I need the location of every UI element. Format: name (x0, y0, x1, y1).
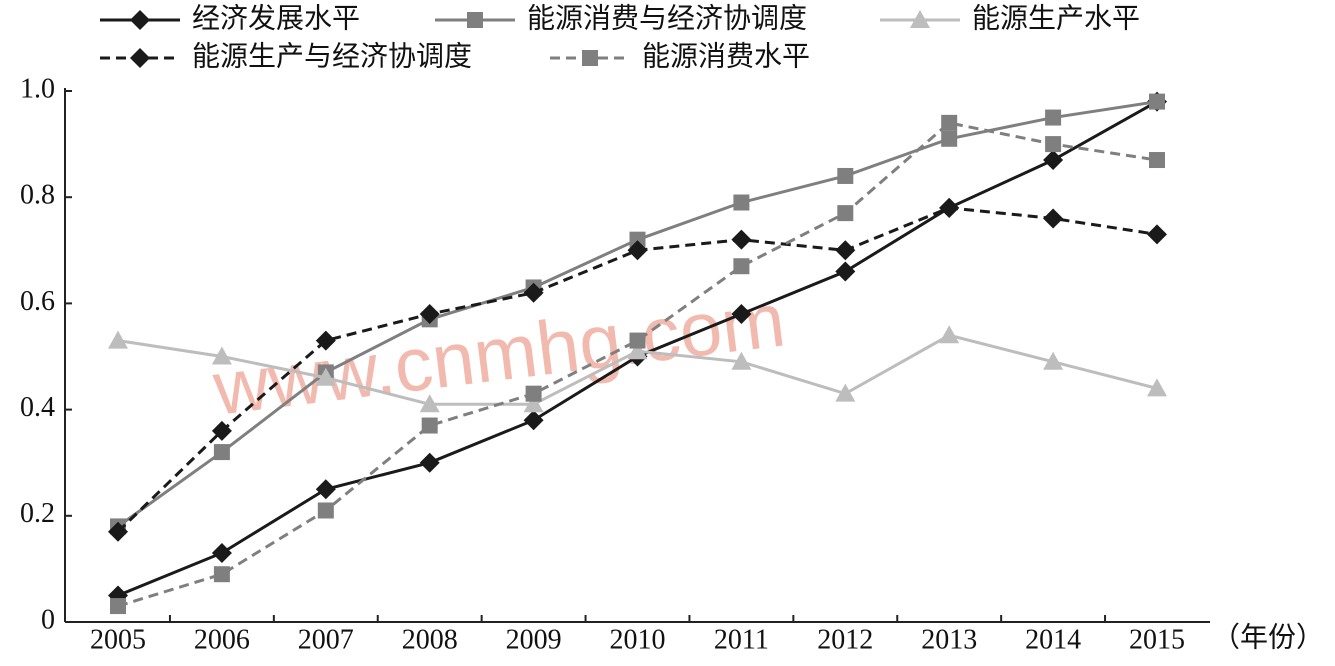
diamond-marker (627, 240, 648, 261)
square-marker (733, 258, 750, 275)
legend-marker (130, 48, 150, 68)
legend-marker (467, 12, 483, 28)
y-tick-label: 0 (41, 604, 55, 635)
diamond-marker (731, 229, 752, 250)
x-tick-label: 2005 (90, 624, 146, 655)
square-marker (525, 385, 542, 402)
diamond-marker (1043, 150, 1064, 171)
y-tick-label: 1.0 (20, 73, 55, 104)
y-tick-label: 0.4 (20, 392, 55, 423)
square-marker (941, 130, 958, 147)
diamond-marker (419, 452, 440, 473)
triangle-marker (211, 346, 232, 365)
diamond-marker (211, 420, 232, 441)
diamond-marker (211, 542, 232, 563)
x-tick-label: 2015 (1129, 624, 1185, 655)
y-tick-label: 0.8 (20, 180, 55, 211)
y-tick-label: 0.2 (20, 498, 55, 529)
square-marker (1149, 152, 1165, 169)
square-marker (629, 231, 646, 248)
diamond-marker (315, 330, 336, 351)
square-marker (837, 205, 854, 222)
x-axis-label: （年份） (1212, 621, 1324, 653)
square-marker (1149, 93, 1165, 110)
square-marker (1045, 109, 1062, 126)
legend-label: 能源生产水平 (972, 2, 1140, 34)
triangle-marker (939, 325, 960, 344)
watermark: www.cnmhg.com (208, 277, 789, 431)
square-marker (317, 502, 334, 519)
triangle-marker (108, 330, 128, 349)
x-tick-label: 2011 (714, 624, 769, 655)
diamond-marker (1147, 224, 1167, 245)
x-tick-label: 2014 (1025, 624, 1081, 655)
triangle-marker (835, 383, 856, 402)
square-marker (213, 566, 230, 583)
legend-label: 能源消费水平 (642, 40, 810, 72)
square-marker (941, 114, 958, 131)
legend-marker (582, 50, 598, 66)
x-tick-label: 2009 (506, 624, 562, 655)
x-tick-label: 2008 (402, 624, 458, 655)
square-marker (837, 167, 854, 184)
diamond-marker (315, 479, 336, 500)
x-tick-label: 2007 (298, 624, 354, 655)
diamond-marker (835, 261, 856, 282)
triangle-marker (731, 351, 752, 370)
x-tick-label: 2010 (610, 624, 666, 655)
legend-label: 经济发展水平 (192, 2, 360, 34)
diamond-marker (731, 304, 752, 325)
diamond-marker (939, 197, 960, 218)
triangle-marker (315, 367, 336, 386)
legend-label: 能源生产与经济协调度 (192, 40, 472, 72)
triangle-marker (1147, 378, 1167, 397)
y-tick-label: 0.6 (20, 286, 55, 317)
square-marker (1045, 136, 1062, 153)
triangle-marker (419, 394, 440, 413)
triangle-marker (627, 341, 648, 360)
diamond-marker (523, 410, 544, 431)
legend-label: 能源消费与经济协调度 (527, 2, 807, 34)
diamond-marker (1043, 208, 1064, 229)
diamond-marker (108, 521, 128, 542)
x-tick-label: 2012 (817, 624, 873, 655)
x-tick-label: 2013 (921, 624, 977, 655)
triangle-marker (523, 394, 544, 413)
diamond-marker (419, 304, 440, 325)
diamond-marker (523, 282, 544, 303)
square-marker (110, 598, 126, 615)
diamond-marker (835, 240, 856, 261)
legend-marker (910, 10, 930, 28)
triangle-marker (1043, 351, 1064, 370)
x-tick-label: 2006 (194, 624, 250, 655)
square-marker (733, 194, 750, 211)
legend-marker (130, 10, 150, 30)
square-marker (421, 417, 438, 434)
series-line (116, 206, 1158, 533)
square-marker (213, 444, 230, 461)
square-marker (629, 332, 646, 349)
